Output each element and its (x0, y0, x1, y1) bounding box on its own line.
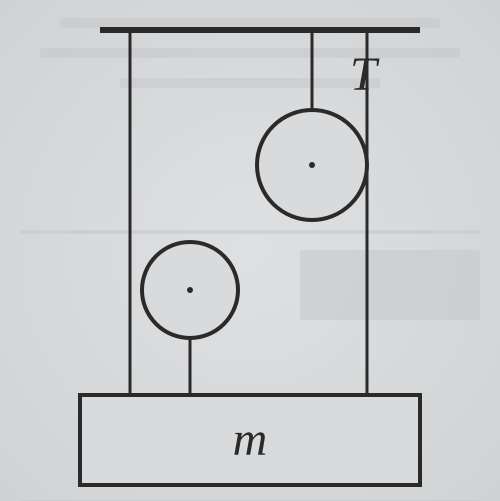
pulley-top-axle (309, 162, 315, 168)
label-tension: T (350, 48, 380, 101)
pulley-bottom-axle (187, 287, 193, 293)
pulley-diagram: Tm (0, 0, 500, 501)
label-mass: m (233, 413, 268, 466)
